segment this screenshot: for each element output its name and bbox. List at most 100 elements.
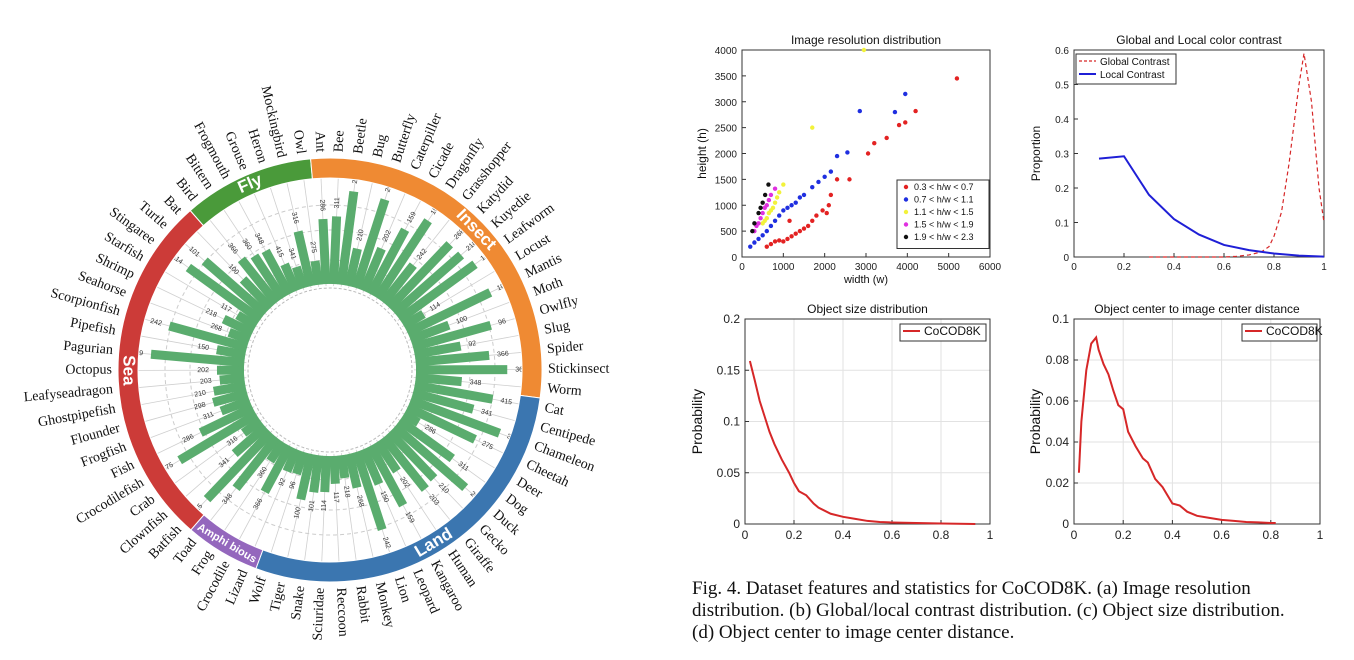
legend-entry: 1.9 < h/w < 2.3 [914,232,974,242]
category-bar [231,423,269,457]
group-label: Sea [119,355,138,386]
y-tick-label: 0.5 [1055,81,1069,92]
y-tick-label: 4000 [715,46,738,57]
category-bar [405,288,493,337]
bar-value-label: 101 [187,246,200,259]
y-tick-label: 0.05 [717,466,741,480]
category-bar [219,396,252,416]
category-label: Beetle [351,117,371,154]
scatter-point [822,174,827,179]
scatter-point [752,221,757,226]
category-bar [408,320,451,344]
category-label: Pagurian [63,339,114,358]
bar-value-label: 92 [468,340,477,348]
x-tick-label: 0.2 [1117,262,1131,273]
category-label: Tiger [268,581,289,614]
category-bar [240,417,264,437]
bar-value-label: 360 [515,366,527,373]
y-tick-label: 0 [1062,517,1069,531]
legend-marker [903,222,909,227]
category-label: Leafyseadragon [23,382,113,405]
x-tick-label: 0 [742,528,749,542]
x-tick-label: 0.8 [1262,528,1279,542]
x-tick-label: 0.4 [1167,262,1181,273]
bar-value-label: 242 [416,248,429,262]
category-bar [261,248,294,297]
y-tick-label: 0.08 [1046,353,1070,367]
bar-value-label: 100 [293,506,302,519]
chart-title: Object center to image center distance [1094,302,1300,316]
category-bar [366,227,410,297]
category-bar [397,416,455,463]
plot-frame [744,318,991,525]
scatter-point [814,213,819,218]
category-bar [405,403,477,444]
y-tick-label: 0.4 [1055,115,1069,126]
scatter-point [913,108,918,114]
category-bar [366,443,408,508]
category-bar [310,260,323,286]
y-tick-label: 0 [1063,253,1069,264]
category-bar [227,328,251,345]
y-tick-label: 0.2 [1055,184,1069,195]
category-bar [386,241,454,311]
x-tick-label: 1000 [772,262,795,273]
x-tick-label: 0.8 [933,528,950,542]
bar-value-label: 268 [355,495,364,508]
bar-value-label: 275 [309,241,318,254]
category-bar [336,190,359,286]
bar-value-label: 159 [406,211,418,225]
series-line [748,360,976,525]
scatter-point [884,135,889,141]
scatter-point [828,192,834,198]
bar-value-label: 159 [404,511,416,525]
x-tick-label: 0 [1071,262,1077,273]
bar-value-label: 415 [500,397,513,406]
y-tick-label: 2500 [715,124,738,135]
y-tick-label: 0 [733,517,740,531]
scatter-point [820,208,825,213]
bar-value-label: 117 [219,302,232,314]
bar-value-label: 203 [200,378,212,386]
figure-caption: Fig. 4. Dataset features and statistics … [692,578,1352,644]
caption-line-2: distribution. (b) Global/local contrast … [692,600,1285,621]
x-tick-label: 0.2 [786,528,803,542]
scatter-point [785,236,790,242]
x-tick-label: 3000 [855,262,878,273]
scatter-point [781,208,786,213]
x-tick-label: 0.4 [835,528,852,542]
category-bar [359,447,384,486]
bar-value-label: 92 [278,477,288,487]
scatter-point [810,218,815,223]
bar-value-label: 202 [382,229,393,243]
category-bar [235,311,259,330]
x-tick-label: 5000 [938,262,961,273]
y-tick-label: 1500 [715,175,738,186]
scatter-point [772,200,778,205]
x-tick-label: 0.6 [884,528,901,542]
category-bar [411,388,475,414]
category-bar [413,341,462,359]
legend-entry: 0.7 < h/w < 1.1 [914,195,974,205]
caption-line-3: (d) Object center to image center distan… [692,622,1015,643]
bar-value-label: 96 [498,318,507,327]
scatter-point [903,91,908,97]
category-bar [250,253,287,301]
y-tick-label: 0.3 [1055,150,1069,161]
scatter-point [748,244,753,249]
scatter-point [797,195,803,200]
x-tick-label: 0.2 [1115,528,1132,542]
scatter-point [892,109,898,115]
y-tick-label: 2000 [715,150,738,161]
category-label: Slug [543,318,571,337]
scatter-point [826,203,831,208]
scatter-point [801,226,807,231]
bar-value-label: 341 [287,247,297,260]
bar-value-label: 348 [221,492,234,506]
legend-entry: 0.3 < h/w < 0.7 [914,182,974,192]
bar-value-label: 150 [197,343,210,352]
bar-value-label: 218 [342,485,351,498]
category-bar [216,345,247,360]
category-bar [373,439,401,474]
scatter-point [762,205,767,211]
